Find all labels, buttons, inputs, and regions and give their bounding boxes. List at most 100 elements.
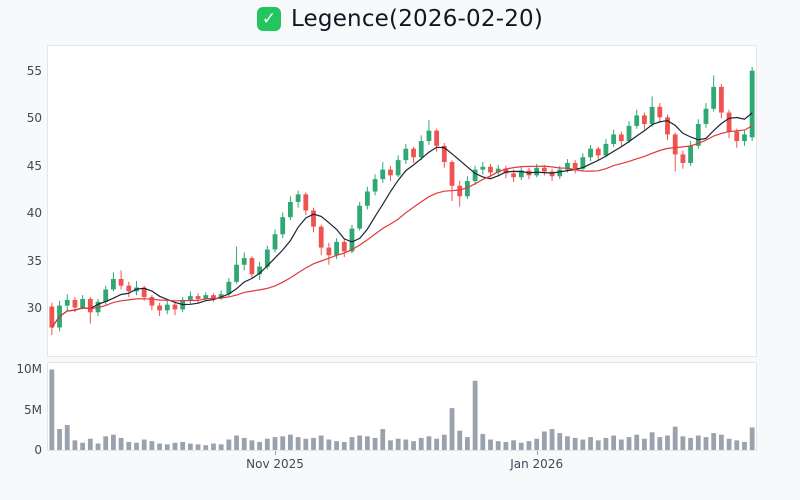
- candle: [164, 300, 170, 315]
- candle: [364, 186, 370, 210]
- volume-bar: [572, 437, 578, 450]
- volume-bar: [626, 437, 632, 450]
- volume-bar: [87, 438, 93, 450]
- volume-bar: [718, 434, 724, 450]
- price-chart[interactable]: [47, 45, 757, 357]
- candle: [411, 146, 416, 163]
- volume-bar: [534, 438, 540, 450]
- candle: [703, 103, 709, 128]
- candle: [234, 246, 239, 284]
- volume-bar: [211, 443, 216, 450]
- x-tick-mark: [536, 451, 538, 455]
- candle: [480, 162, 486, 175]
- volume-bar: [557, 433, 563, 450]
- candle: [172, 301, 178, 316]
- volume-bar: [511, 440, 516, 450]
- volume-bar: [526, 441, 532, 450]
- volume-bar: [180, 441, 186, 450]
- volume-bar: [103, 436, 109, 450]
- candle: [149, 295, 155, 311]
- candle: [380, 162, 386, 183]
- candle: [618, 131, 624, 146]
- candle: [118, 270, 124, 290]
- volume-bar: [565, 436, 570, 450]
- volume-tick-label: 5M: [24, 402, 42, 417]
- volume-bar: [726, 438, 732, 450]
- volume-bar: [134, 442, 139, 450]
- volume-bar: [518, 442, 524, 450]
- candle: [603, 139, 609, 158]
- volume-bar: [280, 436, 286, 450]
- candle: [311, 207, 316, 233]
- candle: [226, 278, 232, 297]
- candle: [418, 135, 424, 161]
- volume-bar: [357, 435, 363, 450]
- volume-bar: [111, 434, 116, 450]
- volume-chart-canvas[interactable]: [48, 363, 756, 450]
- volume-bar: [257, 441, 263, 450]
- volume-bar: [711, 433, 717, 450]
- volume-bar: [588, 437, 593, 450]
- candle: [642, 112, 647, 130]
- volume-bar: [264, 438, 270, 450]
- volume-bar: [649, 432, 655, 450]
- volume-bar: [657, 437, 663, 450]
- candle: [134, 280, 139, 296]
- volume-bar: [488, 439, 493, 450]
- candle: [395, 155, 401, 178]
- volume-bar: [311, 437, 316, 450]
- candle: [318, 224, 324, 256]
- candles: [49, 66, 755, 336]
- candle: [718, 84, 724, 119]
- volume-bar: [465, 437, 470, 450]
- volume-bar: [187, 443, 193, 450]
- volume-bar: [541, 431, 547, 450]
- candle: [295, 190, 301, 208]
- check-icon: ✓: [256, 7, 281, 31]
- candle: [326, 242, 332, 265]
- candle: [49, 302, 55, 336]
- volume-bar: [364, 436, 370, 450]
- volume-bar: [734, 440, 740, 450]
- volume-bar: [495, 441, 501, 450]
- volume-bar: [672, 426, 678, 450]
- volume-bar: [341, 441, 347, 450]
- volume-bar: [195, 444, 201, 450]
- candle: [495, 164, 501, 177]
- x-tick-label: Nov 2025: [246, 457, 304, 471]
- volume-bars: [49, 369, 755, 450]
- candle: [611, 129, 617, 147]
- volume-bar: [618, 439, 624, 450]
- volume-bar: [695, 435, 701, 450]
- candle: [665, 114, 670, 141]
- volume-chart[interactable]: [47, 362, 757, 451]
- candle: [211, 293, 216, 302]
- candle: [388, 165, 393, 182]
- volume-bar: [241, 437, 247, 450]
- volume-bar: [380, 429, 386, 450]
- volume-bar: [149, 441, 155, 450]
- volume-bar: [172, 442, 178, 450]
- candle: [372, 174, 378, 196]
- candle: [195, 293, 201, 303]
- chart-title-row: ✓ Legence(2026-02-20): [0, 6, 800, 32]
- volume-bar: [580, 439, 586, 450]
- volume-bar: [372, 437, 378, 450]
- candle: [80, 295, 86, 310]
- volume-tick-label: 0: [34, 443, 42, 457]
- price-chart-canvas[interactable]: [48, 46, 756, 356]
- candle: [518, 166, 524, 181]
- volume-bar: [634, 434, 640, 450]
- candle: [126, 281, 132, 298]
- volume-bar: [57, 429, 62, 450]
- volume-bar: [49, 369, 55, 450]
- price-tick-label: 50: [26, 111, 42, 126]
- volume-bar: [272, 437, 278, 450]
- candle: [572, 160, 578, 174]
- price-tick-label: 45: [26, 158, 42, 173]
- volume-bar: [680, 436, 686, 450]
- volume-bar: [449, 408, 455, 450]
- candle: [64, 294, 70, 311]
- volume-bar: [665, 435, 670, 450]
- candle: [187, 291, 193, 304]
